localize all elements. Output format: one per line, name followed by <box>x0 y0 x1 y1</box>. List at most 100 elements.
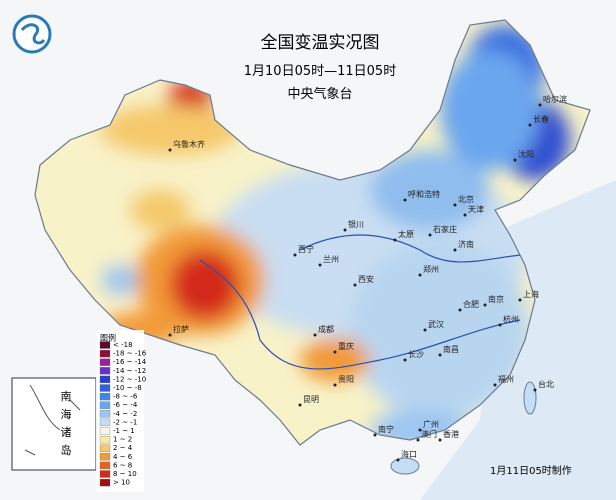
city-label: 香港 <box>443 429 459 439</box>
city-label: 西宁 <box>298 244 314 254</box>
city-dot <box>418 273 422 277</box>
legend-label: -18 ~ -16 <box>113 350 147 358</box>
legend: < -18-18 ~ -16-16 ~ -14-14 ~ -12-12 ~ -1… <box>99 341 147 487</box>
city-label: 南京 <box>488 294 504 304</box>
city-dot <box>416 438 420 442</box>
legend-label: -4 ~ -2 <box>113 410 137 418</box>
city-dot <box>518 298 522 302</box>
city-dot <box>298 403 302 407</box>
field-blobs <box>100 25 570 445</box>
hainan <box>390 457 420 475</box>
blob <box>370 150 490 230</box>
legend-label: -2 ~ -1 <box>113 418 137 426</box>
city-dot <box>403 198 407 202</box>
city-dot <box>438 438 442 442</box>
legend-label: -16 ~ -14 <box>113 358 147 366</box>
city-label: 哈尔滨 <box>543 94 567 104</box>
blob <box>300 338 370 382</box>
city-dot <box>333 350 337 354</box>
legend-label: > 10 <box>113 479 130 487</box>
city-dot <box>428 233 432 237</box>
legend-swatch <box>99 410 111 418</box>
legend-swatch <box>99 401 111 409</box>
city-label: 广州 <box>423 419 439 429</box>
city-dot <box>438 353 442 357</box>
blob <box>350 240 530 420</box>
city-label: 济南 <box>458 239 474 249</box>
blob <box>130 190 190 230</box>
legend-label: 6 ~ 8 <box>113 461 132 469</box>
blob <box>440 50 540 170</box>
city-label: 拉萨 <box>173 324 189 334</box>
city-label: 石家庄 <box>433 224 457 234</box>
city-dot <box>343 228 347 232</box>
rivers <box>199 234 521 370</box>
city-label: 合肥 <box>463 299 479 309</box>
city-label: 天津 <box>468 204 484 214</box>
city-dot <box>458 308 462 312</box>
logo-ring <box>12 14 52 54</box>
city-label: 重庆 <box>338 341 354 351</box>
city-dot <box>463 213 467 217</box>
city-label: 成都 <box>318 324 334 334</box>
legend-label: 2 ~ 4 <box>113 444 133 452</box>
city-dot <box>393 238 397 242</box>
city-dot <box>483 303 487 307</box>
inset-char: 诸 <box>61 426 72 439</box>
footer: 1月11日05时制作 <box>490 464 572 477</box>
city-dot <box>498 323 502 327</box>
legend-swatch <box>99 478 111 487</box>
inset-text: 南海诸岛 <box>61 390 72 457</box>
legend-swatch <box>99 427 111 435</box>
legend-swatch <box>99 461 111 470</box>
legend-title: 图例 <box>100 333 116 343</box>
city-label: 沈阳 <box>518 149 534 159</box>
legend-label: 8 ~ 10 <box>113 470 137 478</box>
legend-swatch <box>99 367 111 375</box>
legend-swatch <box>99 444 111 452</box>
taiwan <box>523 381 537 415</box>
city-label: 贵阳 <box>338 374 354 384</box>
city-label: 福州 <box>498 375 514 384</box>
city-dot <box>528 123 532 127</box>
city-label: 银川 <box>348 219 364 229</box>
city-dot <box>418 428 422 432</box>
city-dot <box>453 203 457 207</box>
city-dot <box>513 158 517 162</box>
city-label: 长春 <box>533 114 549 124</box>
legend-label: 1 ~ 2 <box>113 436 132 444</box>
city-dot <box>318 263 322 267</box>
city-label: 杭州 <box>503 314 519 324</box>
city-dot <box>373 433 377 437</box>
city-label: 太原 <box>398 229 414 239</box>
city-label: 长沙 <box>408 349 424 359</box>
legend-label: -12 ~ -10 <box>113 375 146 383</box>
city-label: 昆明 <box>303 395 319 404</box>
blob <box>102 265 138 295</box>
city-dot <box>423 328 427 332</box>
legend-label: -6 ~ -4 <box>113 401 138 409</box>
period: 1月10日05时—11日05时 <box>244 64 396 79</box>
inset-char: 南 <box>61 390 72 403</box>
legend-swatch <box>99 341 111 349</box>
inset-box <box>11 377 97 471</box>
agency: 中央气象台 <box>287 86 352 102</box>
title: 全国变温实况图 <box>261 33 380 53</box>
legend-swatch <box>99 470 111 478</box>
city-label: 南宁 <box>378 424 394 434</box>
legend-swatch <box>99 349 111 358</box>
city-label: 澳门 <box>421 429 437 439</box>
city-dot <box>396 458 400 462</box>
legend-swatch <box>99 418 111 427</box>
inset-islands <box>24 384 81 456</box>
city-dot <box>453 248 457 252</box>
blob <box>170 250 240 320</box>
logo <box>12 14 52 54</box>
inset-char: 岛 <box>61 443 72 457</box>
city-dot <box>313 333 317 337</box>
legend-label: -1 ~ 1 <box>113 427 135 435</box>
inset-label: 南海诸岛 <box>61 390 72 457</box>
city-label: 海口 <box>401 449 417 459</box>
